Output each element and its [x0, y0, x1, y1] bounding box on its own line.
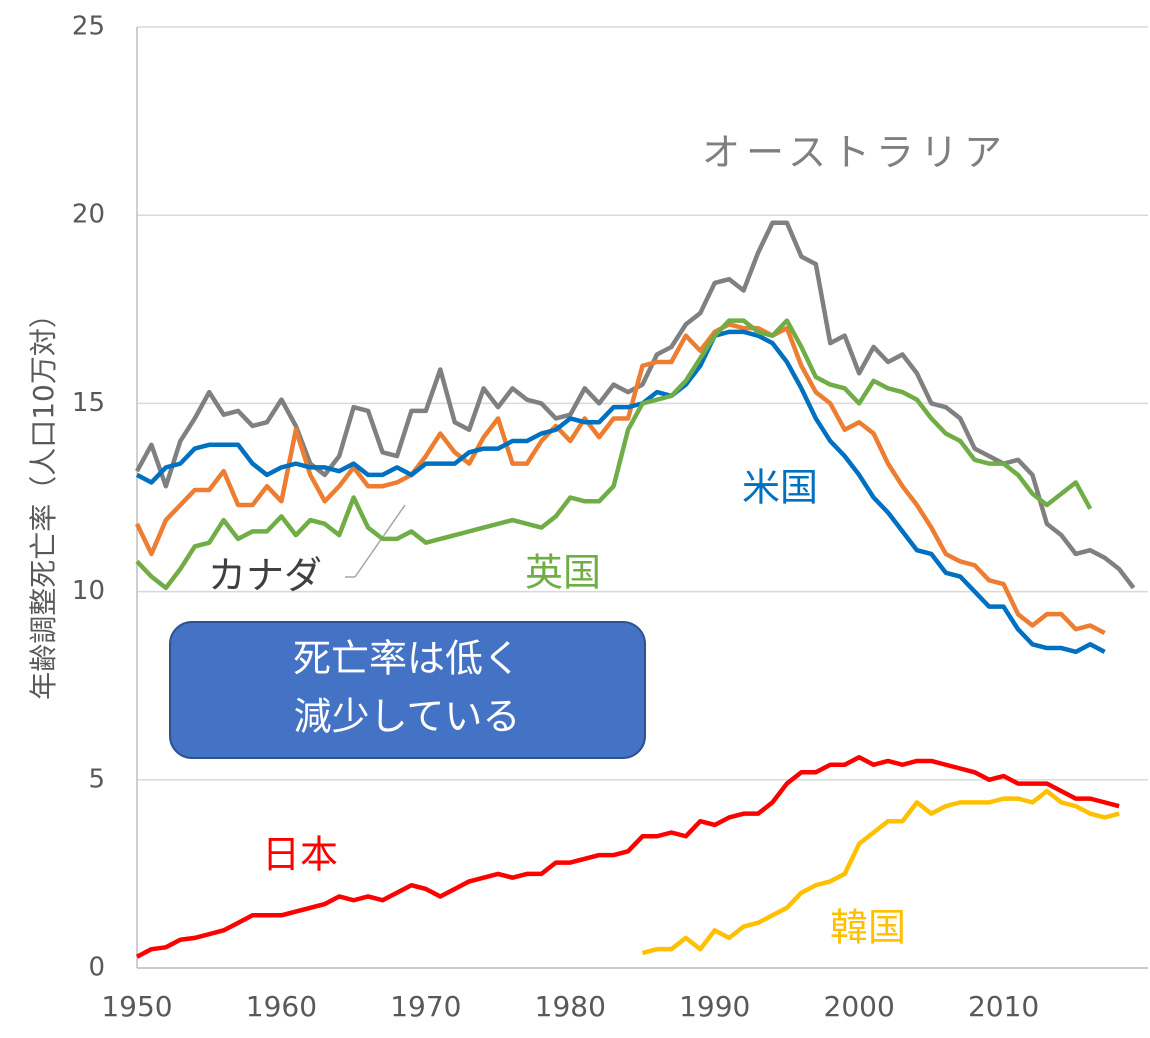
y-tick-label: 15 — [72, 388, 105, 418]
series-label: 日本 — [262, 833, 338, 877]
y-tick-label: 0 — [88, 953, 105, 983]
y-tick-label: 20 — [72, 200, 105, 230]
series-line — [134, 322, 1106, 635]
callout-text: 死亡率は低く — [293, 637, 521, 681]
x-tick-label: 1960 — [246, 990, 317, 1023]
y-tick-label: 5 — [88, 764, 105, 794]
callout-text: 減少している — [294, 695, 521, 739]
callout-box — [169, 621, 646, 759]
y-tick-label: 10 — [72, 576, 105, 606]
series-line — [135, 329, 1106, 655]
x-tick-label: 1980 — [535, 990, 606, 1023]
x-tick-label: 2010 — [968, 990, 1039, 1023]
series-line — [641, 788, 1120, 956]
leader-line — [354, 504, 406, 578]
x-tick-label: 1950 — [101, 990, 172, 1023]
series-label: オーストラリア — [702, 131, 1008, 175]
series-label: 韓国 — [830, 906, 906, 950]
series-line — [135, 754, 1120, 959]
series-label: 米国 — [742, 466, 818, 510]
x-tick-label: 1990 — [679, 990, 750, 1023]
series-label: カナダ — [208, 554, 322, 598]
x-tick-label: 2000 — [824, 990, 895, 1023]
y-tick-label: 25 — [72, 12, 105, 42]
y-axis-label: 年齢調整死亡率（人口10万対） — [27, 300, 60, 700]
x-tick-label: 1970 — [390, 990, 461, 1023]
series-label: 英国 — [525, 551, 601, 595]
series-line — [135, 318, 1093, 591]
